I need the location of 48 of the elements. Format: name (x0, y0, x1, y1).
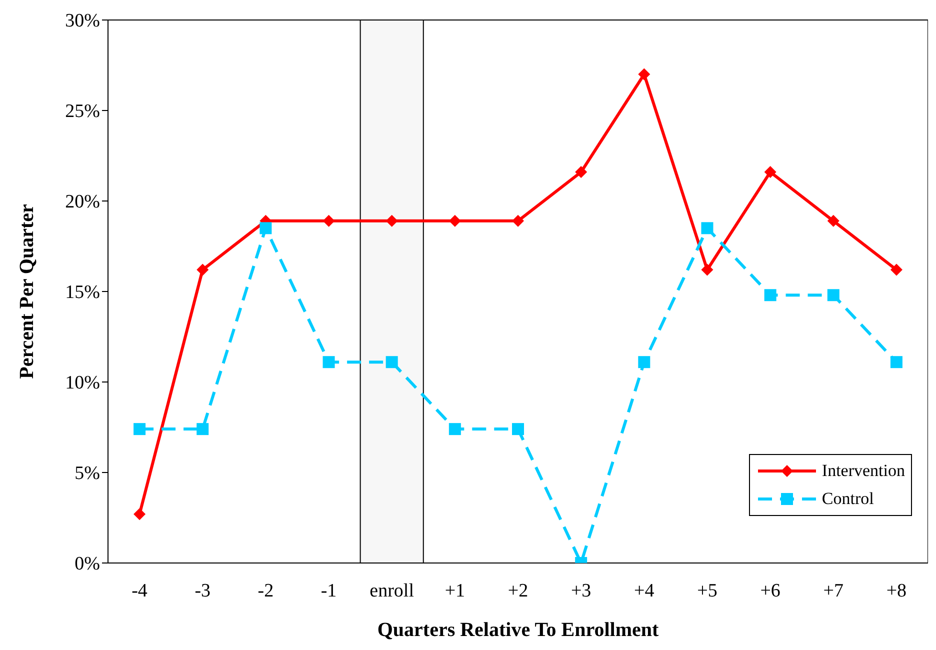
x-axis-title: Quarters Relative To Enrollment (377, 619, 659, 641)
point (764, 289, 776, 302)
y-tick-label: 30% (65, 10, 100, 32)
point (827, 289, 840, 302)
point (890, 264, 902, 276)
x-tick-label: +7 (823, 580, 844, 602)
x-tick-label: enroll (370, 580, 414, 602)
point (575, 166, 588, 178)
x-tick-label: +6 (760, 580, 780, 602)
y-tick-label: 5% (74, 463, 100, 484)
point (386, 356, 398, 368)
point (890, 356, 902, 368)
legend-label: Control (822, 489, 874, 509)
point (638, 356, 650, 368)
point (827, 214, 840, 227)
x-tick-label: -3 (194, 580, 211, 602)
point (322, 214, 335, 227)
legend-label: Intervention (822, 461, 905, 481)
point (512, 423, 524, 436)
x-tick-label: +8 (886, 580, 907, 602)
point (134, 423, 146, 436)
point (701, 264, 714, 276)
point (196, 264, 209, 276)
x-tick-label: +2 (508, 580, 528, 602)
y-tick-label: 0% (74, 554, 100, 575)
y-tick-label: 10% (65, 372, 100, 394)
point (448, 423, 461, 436)
point (512, 214, 524, 227)
x-tick-label: +5 (697, 580, 718, 602)
x-tick-label: +3 (570, 580, 592, 602)
x-tick-label: +1 (444, 580, 466, 602)
y-axis-title: Percent Per Quarter (16, 204, 38, 379)
x-tick-label: -2 (258, 580, 274, 602)
x-tick-label: -4 (132, 580, 148, 602)
point (638, 68, 650, 80)
point (196, 423, 209, 436)
point (701, 222, 714, 234)
point (260, 222, 272, 234)
point (448, 214, 461, 227)
point (386, 214, 398, 227)
y-tick-label: 25% (65, 101, 100, 122)
y-tick-label: 15% (65, 282, 100, 304)
y-tick-label: 20% (65, 192, 100, 213)
x-tick-label: +4 (634, 580, 655, 602)
point (134, 508, 146, 520)
x-tick-label: -1 (320, 580, 337, 602)
point (764, 166, 776, 178)
point (322, 356, 335, 368)
